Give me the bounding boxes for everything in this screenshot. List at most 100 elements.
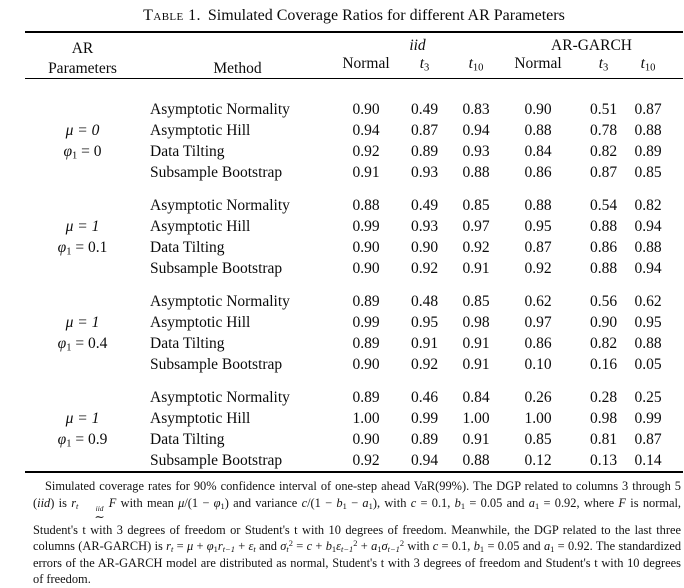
footnote-segment: r <box>217 539 223 554</box>
value-cell: 0.88 <box>634 335 662 352</box>
value-cell: 0.91 <box>462 356 490 373</box>
value-cell: 0.25 <box>634 389 662 406</box>
footnote-segment: ), with <box>372 495 411 510</box>
value-cell: 0.48 <box>410 293 439 310</box>
value-cell: 0.88 <box>524 122 552 139</box>
value-cell: 0.88 <box>589 218 618 235</box>
value-cell: 0.90 <box>352 356 380 373</box>
header-iid-t10: t10 <box>452 55 501 79</box>
table-row: μ = 0 Asymptotic Hill 0.94 0.87 0.94 0.88 0.78… <box>25 120 683 141</box>
t3-subscript: 3 <box>424 62 430 74</box>
footnote-segment: 1 <box>460 500 466 511</box>
footnote-segment: Simulated coverage rates for 90% confide… <box>33 479 681 510</box>
method-cell: Subsample Bootstrap <box>150 452 283 469</box>
header-ar-parameters: AR Parameters <box>25 32 140 79</box>
footnote-segment: + <box>193 539 207 554</box>
footnote-segment: ε <box>248 539 254 554</box>
value-cell: 0.81 <box>589 431 618 448</box>
footnote-segment: b <box>473 539 480 554</box>
value-cell: 0.94 <box>462 122 490 139</box>
param-empty-cell <box>25 258 140 279</box>
footnote-segment: ) is <box>50 495 72 510</box>
value-cell: 0.28 <box>589 389 618 406</box>
method-cell: Subsample Bootstrap <box>150 260 283 277</box>
value-cell: 0.90 <box>352 239 380 256</box>
method-cell: Asymptotic Normality <box>150 293 290 310</box>
iid-over-tilde-label: iid <box>95 503 104 513</box>
value-cell: 0.93 <box>462 143 490 160</box>
footnote-segment: 1 <box>220 500 225 511</box>
value-cell: 0.95 <box>524 218 552 235</box>
value-cell: 0.93 <box>410 164 439 181</box>
value-cell: 0.89 <box>634 143 662 160</box>
value-cell: 1.00 <box>462 410 490 427</box>
value-cell: 0.49 <box>410 101 439 118</box>
table-header: AR Parameters Method iid AR-GARCH Normal… <box>25 32 684 79</box>
value-cell: 0.88 <box>634 122 662 139</box>
table-row: μ = 1 Asymptotic Hill 0.99 0.95 0.98 0.97 0.90… <box>25 312 683 333</box>
value-cell: 0.85 <box>524 431 552 448</box>
param-phi-symbol: φ <box>57 431 67 448</box>
footnote-segment: 1 <box>213 544 218 555</box>
method-cell: Data Tilting <box>150 431 225 448</box>
footnote-segment: = 0.92, where <box>539 495 619 510</box>
footnote-segment: and <box>255 539 281 554</box>
footnote-segment: with mean <box>116 495 179 510</box>
block-spacer <box>25 279 683 291</box>
table-row: Subsample Bootstrap 0.92 0.94 0.88 0.12 0.13 0… <box>25 450 683 472</box>
results-table: AR Parameters Method iid AR-GARCH Normal… <box>25 31 684 473</box>
block-spacer-cell <box>25 375 683 387</box>
footnote-segment: r <box>166 539 171 554</box>
value-cell: 0.97 <box>524 314 552 331</box>
value-cell: 0.88 <box>589 260 618 277</box>
value-cell: 0.91 <box>462 431 490 448</box>
param-mu-label: μ = 0 <box>25 120 140 141</box>
table-row: φ1 = 0 Data Tilting 0.92 0.89 0.93 0.84 0.82 0.… <box>25 141 683 162</box>
table-row: Subsample Bootstrap 0.90 0.92 0.91 0.10 0.16 0… <box>25 354 683 375</box>
method-cell: Asymptotic Normality <box>150 389 290 406</box>
footnote-segment: ε <box>336 539 341 554</box>
footnote-segment: 1 <box>534 500 540 511</box>
method-cell: Asymptotic Normality <box>150 101 290 118</box>
param-phi-label: φ1 = 0.4 <box>25 333 140 354</box>
value-cell: 0.88 <box>462 164 490 181</box>
value-cell: 0.87 <box>634 431 662 448</box>
header-ar-line2: Parameters <box>48 59 117 77</box>
value-cell: 0.62 <box>524 293 552 310</box>
footnote-segment: μ <box>186 539 194 554</box>
value-cell: 0.86 <box>589 239 618 256</box>
value-cell: 0.99 <box>352 314 380 331</box>
value-cell: 0.49 <box>410 197 439 214</box>
footnote-segment: 1 <box>331 544 337 555</box>
param-empty-cell <box>25 99 140 120</box>
table-row: μ = 1 Asymptotic Hill 0.99 0.93 0.97 0.95 0.88… <box>25 216 683 237</box>
table-row: Subsample Bootstrap 0.91 0.93 0.88 0.86 0.87 0… <box>25 162 683 183</box>
footnote-segment: a <box>543 539 551 554</box>
param-phi-value: = 0.9 <box>71 431 108 448</box>
value-cell: 0.90 <box>352 431 380 448</box>
block-spacer-cell <box>25 279 683 291</box>
footnote-segment: t <box>76 500 79 511</box>
table-row: Asymptotic Normality 0.89 0.46 0.84 0.26 0.28… <box>25 387 683 408</box>
value-cell: 0.94 <box>352 122 380 139</box>
value-cell: 0.46 <box>410 389 439 406</box>
header-subcol-row: Normal t3 t10 Normal t3 t10 <box>25 55 684 79</box>
param-phi-subscript: 1 <box>66 342 72 354</box>
value-cell: 0.78 <box>589 122 618 139</box>
table-row: φ1 = 0.1 Data Tilting 0.90 0.90 0.92 0.87 0.86… <box>25 237 683 258</box>
param-phi-value: = 0 <box>77 143 102 160</box>
footnote-segment: with <box>404 539 433 554</box>
param-mu-label: μ = 1 <box>25 312 140 333</box>
footnote-segment: 1 <box>342 500 347 511</box>
value-cell: 0.90 <box>524 101 552 118</box>
footnote-segment: t−1 <box>222 544 235 555</box>
footnote-segment: c <box>301 495 308 510</box>
value-cell: 0.94 <box>410 452 439 469</box>
value-cell: 0.05 <box>634 356 662 373</box>
method-cell: Asymptotic Normality <box>150 197 290 214</box>
param-mu-text: μ = 0 <box>65 122 100 139</box>
value-cell: 0.89 <box>352 335 380 352</box>
block-spacer <box>25 375 683 387</box>
table-row: φ1 = 0.4 Data Tilting 0.89 0.91 0.91 0.86 0.82… <box>25 333 683 354</box>
